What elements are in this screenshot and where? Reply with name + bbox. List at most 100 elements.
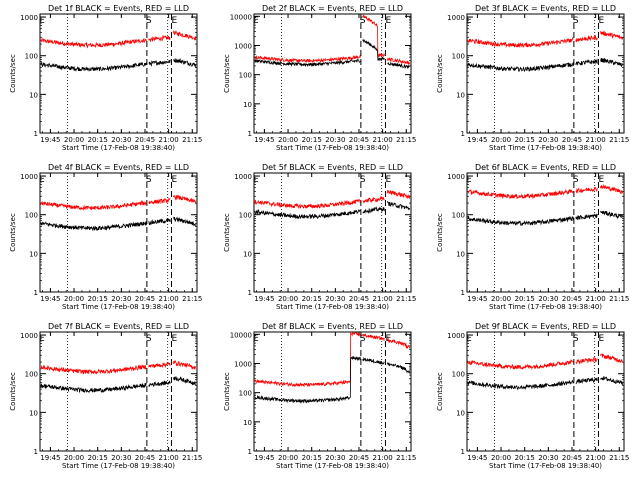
x-tick-label-1-3: 20:30 (111, 136, 131, 144)
marker-S-3: S (573, 16, 579, 26)
x-tick-label-6-5: 21:00 (586, 295, 606, 303)
y-tick-label-4-3: 1000 (20, 173, 38, 181)
x-tick-label-2-5: 21:00 (373, 136, 393, 144)
y-tick-label-3-2: 100 (452, 53, 465, 61)
marker-E-2: E (253, 16, 259, 26)
marker-E-9: E (598, 334, 604, 344)
x-axis-label-5: Start Time (17-Feb-08 19:38:40) (276, 303, 389, 311)
marker-E-5: E (385, 175, 391, 185)
y-tick-label-5-2: 100 (239, 212, 252, 220)
marker-E-9: E (466, 334, 472, 344)
x-axis-label-6: Start Time (17-Feb-08 19:38:40) (489, 303, 602, 311)
y-tick-label-3-1: 10 (456, 91, 465, 99)
x-tick-label-1-2: 20:15 (88, 136, 108, 144)
y-tick-label-5-0: 1 (248, 289, 252, 297)
panel-title-9: Det 9f BLACK = Events, RED = LLD (475, 322, 616, 331)
events-series-4 (40, 216, 197, 232)
x-tick-label-6-3: 20:30 (538, 295, 558, 303)
events-series-2 (254, 38, 411, 69)
x-tick-label-5-3: 20:30 (325, 295, 345, 303)
x-tick-label-7-0: 19:45 (40, 454, 60, 462)
y-tick-label-6-3: 1000 (447, 173, 465, 181)
y-tick-label-8-1: 10 (243, 419, 252, 427)
y-axis-label-7: Counts/sec (9, 372, 17, 411)
lld-series-9 (467, 353, 623, 371)
y-tick-label-3-3: 1000 (447, 14, 465, 22)
x-axis-label-9: Start Time (17-Feb-08 19:38:40) (489, 462, 602, 470)
x-tick-label-6-6: 21:15 (609, 295, 629, 303)
x-tick-label-7-6: 21:15 (182, 454, 202, 462)
x-tick-label-5-4: 20:45 (349, 295, 369, 303)
x-tick-label-6-4: 20:45 (562, 295, 582, 303)
y-tick-label-7-2: 100 (25, 371, 38, 379)
x-tick-label-5-2: 20:15 (302, 295, 322, 303)
y-tick-label-7-0: 1 (34, 448, 38, 456)
marker-S-7: S (146, 334, 152, 344)
y-axis-label-6: Counts/sec (436, 213, 444, 252)
y-tick-label-7-3: 1000 (20, 332, 38, 340)
x-tick-label-8-2: 20:15 (302, 454, 322, 462)
y-tick-label-3-0: 1 (461, 130, 465, 138)
x-tick-label-3-6: 21:15 (609, 136, 629, 144)
marker-E-1: E (171, 16, 177, 26)
panel-title-3: Det 3f BLACK = Events, RED = LLD (475, 4, 616, 13)
y-tick-label-9-1: 10 (456, 409, 465, 417)
lld-series-7 (40, 360, 197, 375)
x-tick-label-2-2: 20:15 (302, 136, 322, 144)
plot-frame-1 (39, 13, 198, 134)
x-tick-label-9-1: 20:00 (491, 454, 511, 462)
x-tick-label-8-6: 21:15 (396, 454, 416, 462)
y-axis-label-2: Counts/sec (223, 54, 231, 93)
x-tick-label-3-2: 20:15 (515, 136, 535, 144)
events-series-9 (467, 376, 624, 391)
x-tick-label-7-4: 20:45 (135, 454, 155, 462)
marker-E-6: E (598, 175, 604, 185)
panel-title-2: Det 2f BLACK = Events, RED = LLD (262, 4, 403, 13)
x-axis-label-7: Start Time (17-Feb-08 19:38:40) (62, 462, 175, 470)
x-tick-label-7-2: 20:15 (88, 454, 108, 462)
panel-title-7: Det 7f BLACK = Events, RED = LLD (48, 322, 189, 331)
x-tick-label-5-6: 21:15 (396, 295, 416, 303)
x-tick-label-2-6: 21:15 (396, 136, 416, 144)
marker-E-2: E (385, 16, 391, 26)
y-tick-label-4-1: 10 (29, 250, 38, 258)
x-tick-label-4-5: 21:00 (159, 295, 179, 303)
y-tick-label-1-2: 100 (25, 53, 38, 61)
x-tick-label-9-0: 19:45 (467, 454, 487, 462)
marker-E-8: E (253, 334, 259, 344)
x-axis-label-8: Start Time (17-Feb-08 19:38:40) (276, 462, 389, 470)
events-series-7 (40, 376, 197, 394)
x-tick-label-1-5: 21:00 (159, 136, 179, 144)
y-axis-label-5: Counts/sec (223, 213, 231, 252)
marker-S-9: S (573, 334, 579, 344)
x-tick-label-8-4: 20:45 (349, 454, 369, 462)
y-axis-label-3: Counts/sec (436, 54, 444, 93)
lld-series-4 (40, 194, 197, 211)
y-tick-label-9-2: 100 (452, 371, 465, 379)
y-tick-label-2-1: 10 (243, 101, 252, 109)
marker-E-4: E (39, 175, 45, 185)
x-tick-label-3-1: 20:00 (491, 136, 511, 144)
y-tick-label-6-2: 100 (452, 212, 465, 220)
plot-frame-7 (39, 331, 198, 452)
x-tick-label-7-5: 21:00 (159, 454, 179, 462)
marker-S-6: S (573, 175, 579, 185)
events-series-6 (467, 210, 624, 226)
plot-frame-2 (253, 13, 412, 134)
marker-S-8: S (360, 334, 366, 344)
x-tick-label-4-0: 19:45 (40, 295, 60, 303)
y-tick-label-2-0: 1 (248, 130, 252, 138)
x-tick-label-5-0: 19:45 (254, 295, 274, 303)
x-tick-label-4-1: 20:00 (64, 295, 84, 303)
plot-frame-3 (466, 13, 625, 134)
y-tick-label-6-1: 10 (456, 250, 465, 258)
y-tick-label-4-2: 100 (25, 212, 38, 220)
y-tick-label-2-4: 10000 (230, 13, 252, 21)
x-tick-label-4-6: 21:15 (182, 295, 202, 303)
events-series-1 (40, 58, 197, 72)
plot-frame-5 (253, 172, 412, 293)
x-tick-label-5-5: 21:00 (373, 295, 393, 303)
x-axis-label-2: Start Time (17-Feb-08 19:38:40) (276, 144, 389, 152)
x-tick-label-1-6: 21:15 (182, 136, 202, 144)
